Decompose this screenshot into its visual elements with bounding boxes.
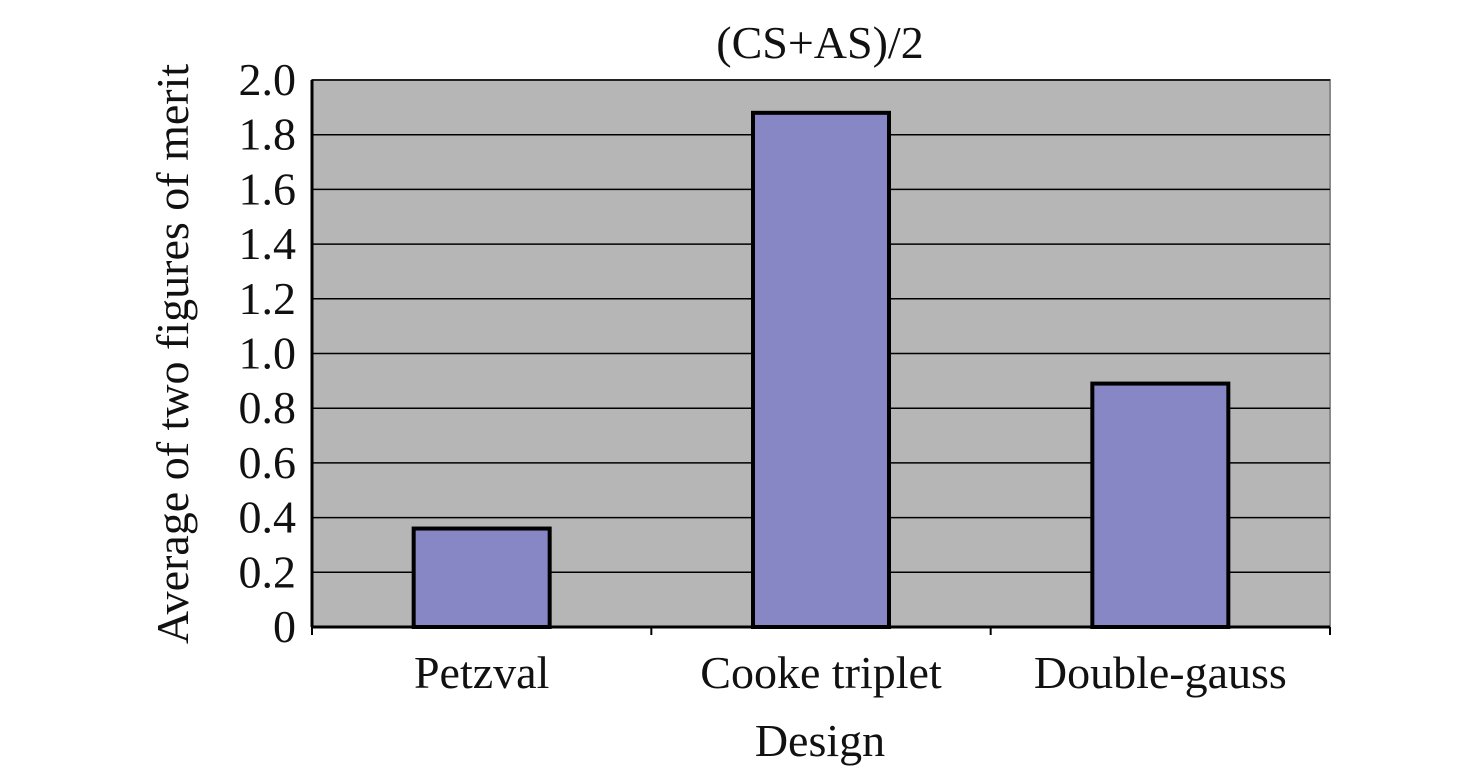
y-tick-label-1: 0.2 <box>239 546 297 597</box>
x-axis-label: Design <box>755 715 885 766</box>
y-tick-label-3: 0.6 <box>239 437 297 488</box>
y-tick-label-8: 1.6 <box>239 163 297 214</box>
bar-2 <box>751 110 891 629</box>
y-tick-label-7: 1.4 <box>239 218 297 269</box>
y-tick-label-10: 2.0 <box>239 54 297 105</box>
y-axis-label: Average of two figures of merit <box>147 64 198 645</box>
chart-title: (CS+AS)/2 <box>716 17 923 68</box>
x-category-label-3: Double-gauss <box>1034 647 1287 698</box>
x-category-label-2: Cooke triplet <box>700 647 942 698</box>
bar-1 <box>411 526 552 629</box>
x-category-label-1: Petzval <box>414 647 549 698</box>
bar-3 <box>1090 381 1231 629</box>
y-tick-label-2: 0.4 <box>239 492 297 543</box>
y-tick-label-6: 1.2 <box>239 273 297 324</box>
y-tick-label-5: 1.0 <box>239 328 297 379</box>
y-tick-label-4: 0.8 <box>239 382 297 433</box>
y-tick-label-0: 0 <box>273 601 296 652</box>
y-tick-label-9: 1.8 <box>239 109 297 160</box>
